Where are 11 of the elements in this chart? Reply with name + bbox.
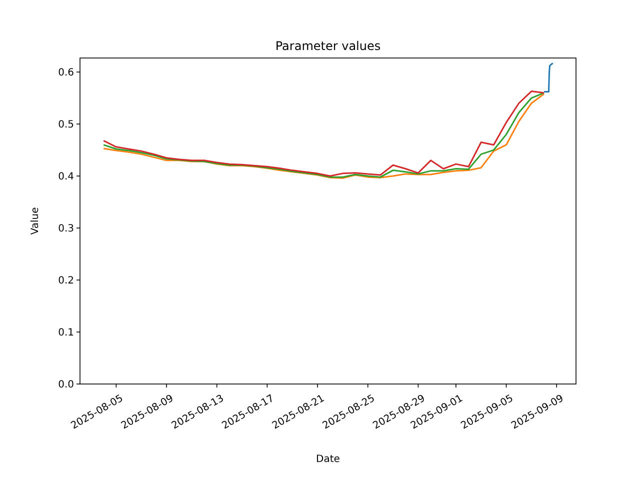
y-tick-label: 0.1 — [58, 328, 74, 339]
y-axis-title: Value — [30, 207, 41, 235]
y-tick-label: 0.5 — [58, 120, 74, 131]
y-tick-label: 0.0 — [58, 380, 74, 390]
x-axis-title: Date — [316, 454, 340, 465]
line-series — [543, 62, 554, 93]
chart-title: Parameter values — [275, 39, 381, 53]
y-tick-label: 0.3 — [58, 224, 74, 235]
y-tick-label: 0.4 — [58, 172, 74, 183]
y-tick-label: 0.6 — [58, 68, 74, 79]
y-tick-label: 0.2 — [58, 276, 74, 287]
